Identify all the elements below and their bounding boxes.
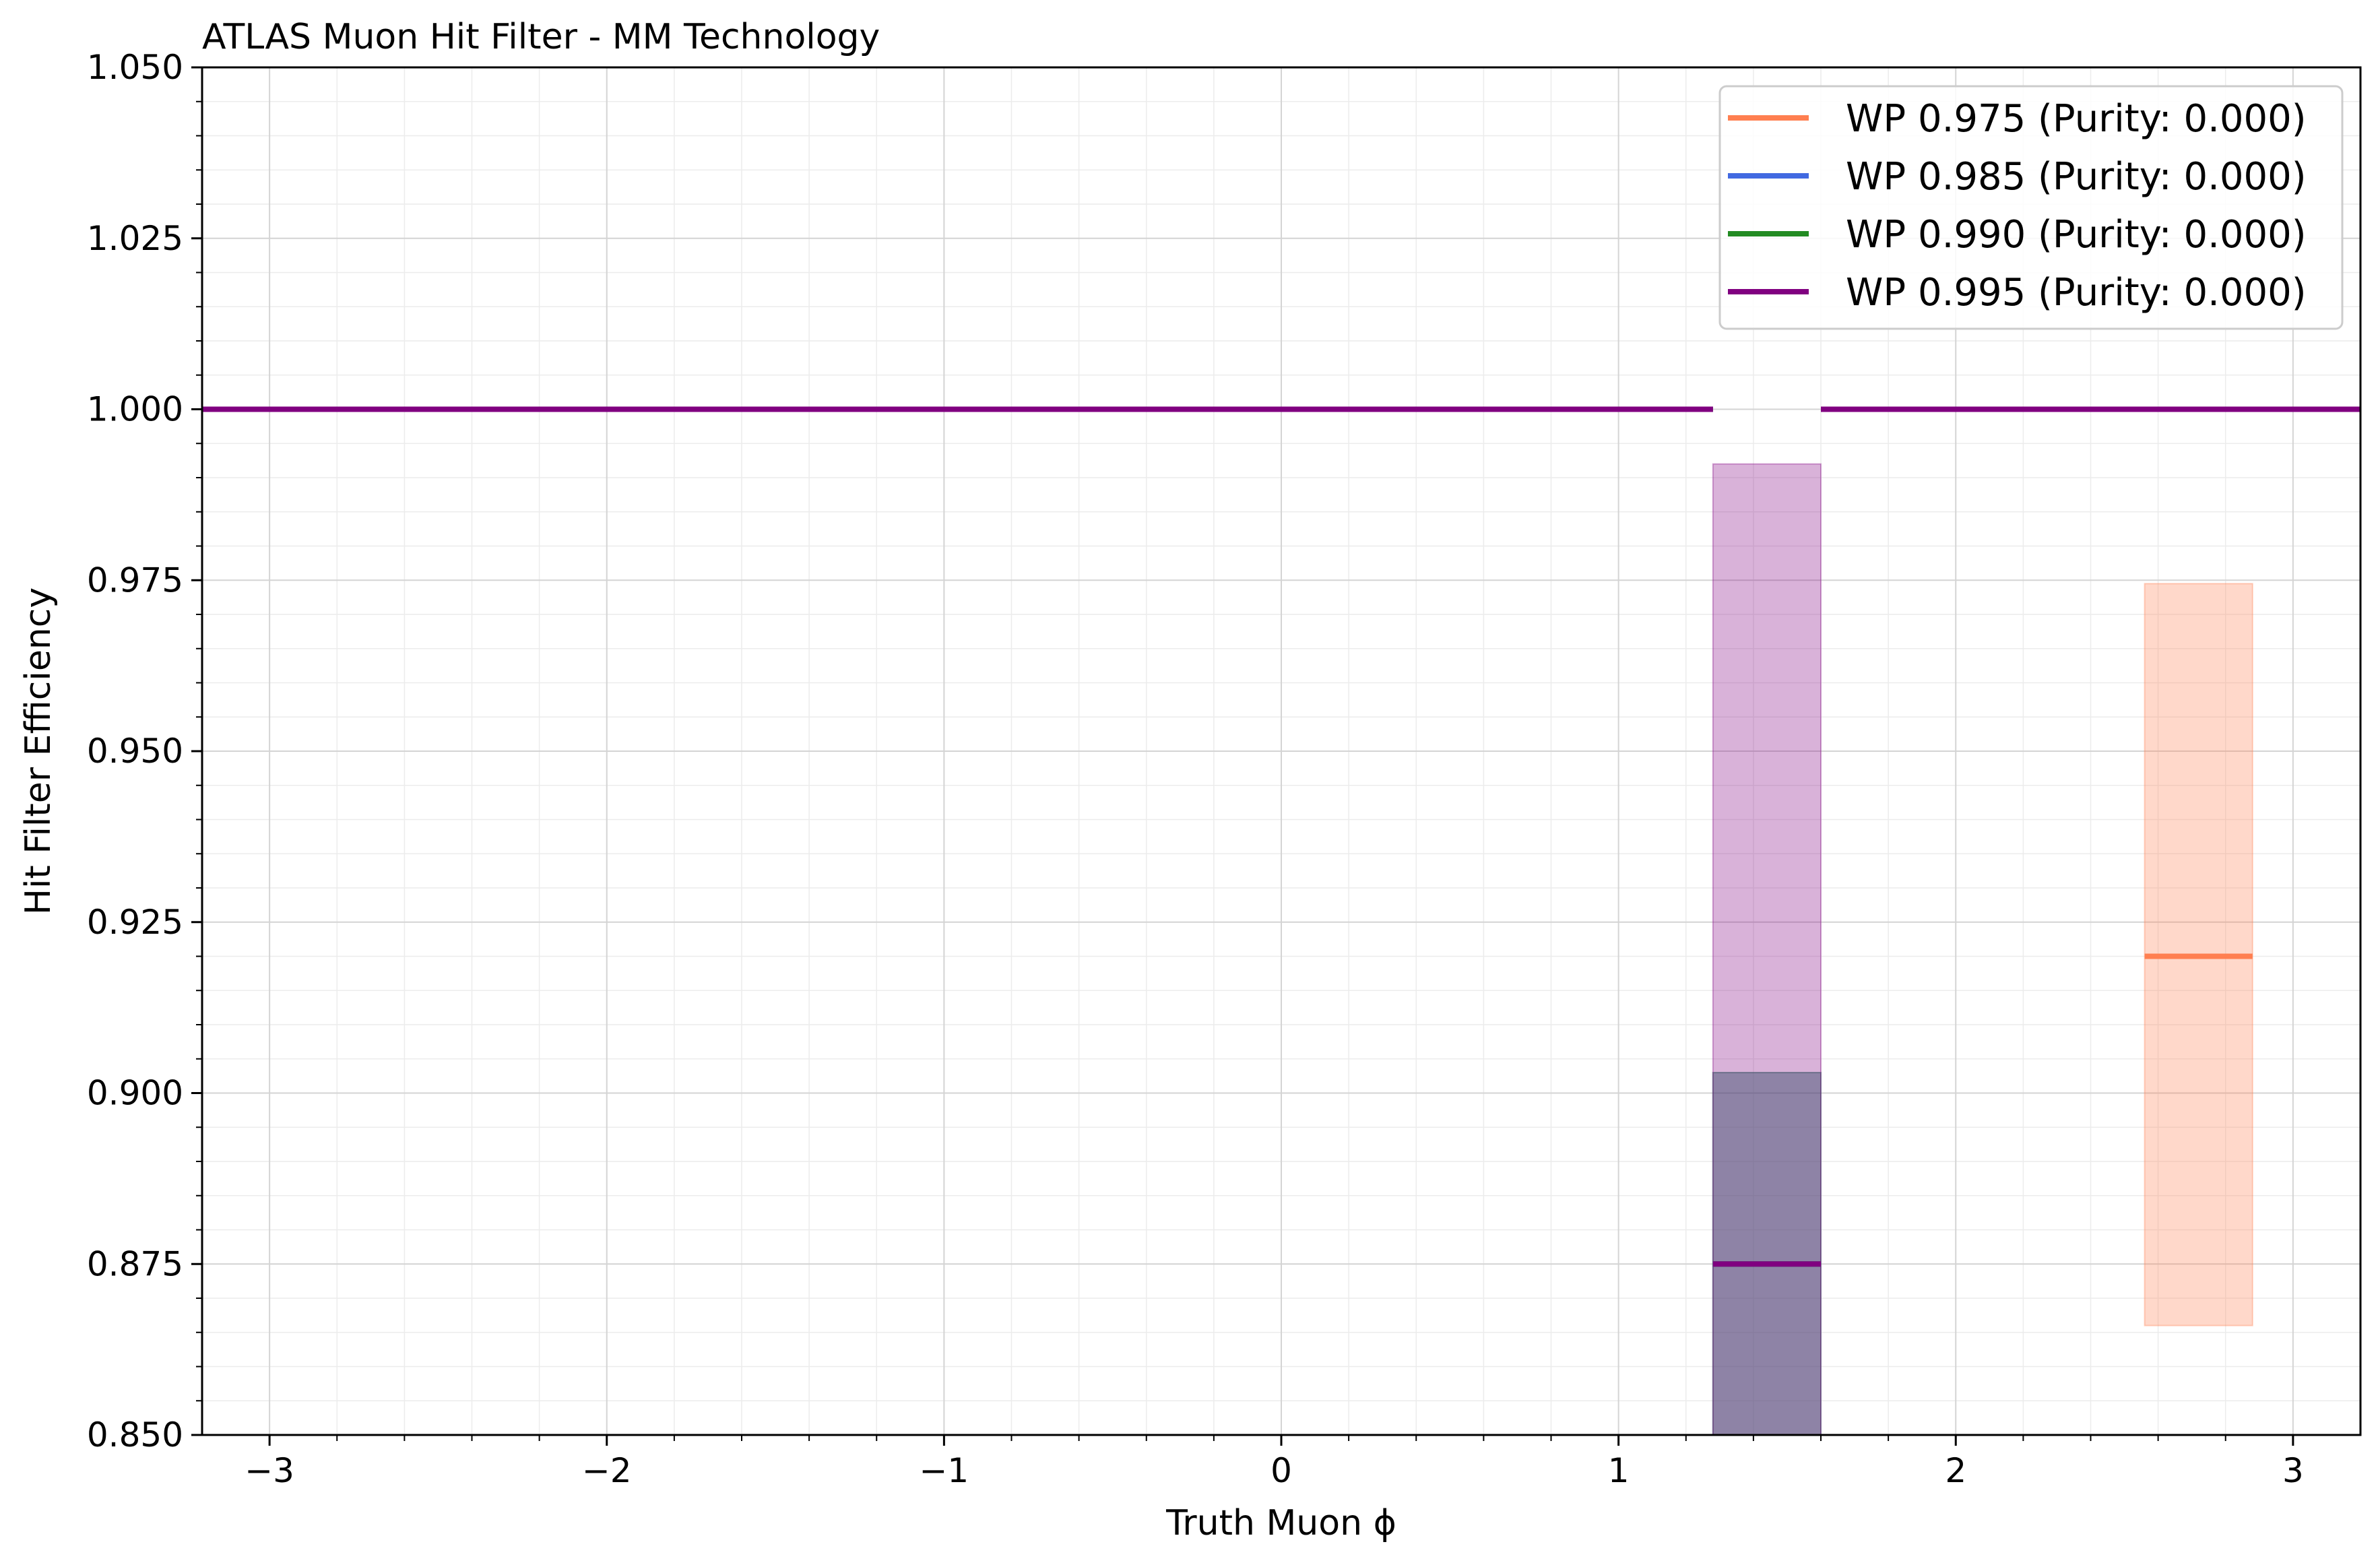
series-lines xyxy=(202,406,2360,1267)
x-tick-label: 1 xyxy=(1608,1451,1630,1490)
x-tick-label: 3 xyxy=(2282,1451,2304,1490)
x-tick-label: 2 xyxy=(1945,1451,1966,1490)
y-tick-label: 0.875 xyxy=(87,1244,183,1283)
y-tick-label: 0.975 xyxy=(87,561,183,600)
y-tick-label: 0.900 xyxy=(87,1074,183,1113)
x-tick-labels: −3 −2 −1 0 1 2 3 xyxy=(245,1451,2304,1490)
legend-label: WP 0.990 (Purity: 0.000) xyxy=(1846,213,2307,257)
legend-label: WP 0.985 (Purity: 0.000) xyxy=(1846,155,2307,199)
y-tick-label: 1.050 xyxy=(87,48,183,87)
x-tick-label: −2 xyxy=(582,1451,632,1490)
legend-box xyxy=(1718,85,2344,330)
y-tick-labels: 0.850 0.875 0.900 0.925 0.950 0.975 1.000 1.025… xyxy=(87,48,183,1454)
legend-items: WP 0.975 (Purity: 0.000) WP 0.985 (Purity… xyxy=(1728,97,2307,315)
y-tick-label: 0.925 xyxy=(87,903,183,942)
y-tick-label: 0.950 xyxy=(87,732,183,771)
x-tick-label: 0 xyxy=(1271,1451,1292,1490)
error-band xyxy=(1712,463,1822,1436)
error-band xyxy=(1712,1072,1822,1436)
x-axis-label: Truth Muon ϕ xyxy=(1165,1503,1396,1543)
y-tick-label: 1.025 xyxy=(87,219,183,258)
y-axis-label: Hit Filter Efficiency xyxy=(18,587,59,915)
y-tick-label: 0.850 xyxy=(87,1415,183,1454)
legend: WP 0.975 (Purity: 0.000) WP 0.985 (Purity… xyxy=(1718,85,2344,330)
x-tick-label: −1 xyxy=(920,1451,969,1490)
chart-title: ATLAS Muon Hit Filter - MM Technology xyxy=(202,17,880,57)
y-tick-label: 1.000 xyxy=(87,390,183,429)
error-bands xyxy=(1712,463,2253,1436)
x-tick-label: −3 xyxy=(245,1451,294,1490)
axis-ticks xyxy=(191,66,2294,1446)
legend-label: WP 0.975 (Purity: 0.000) xyxy=(1846,97,2307,141)
legend-label: WP 0.995 (Purity: 0.000) xyxy=(1846,271,2307,315)
